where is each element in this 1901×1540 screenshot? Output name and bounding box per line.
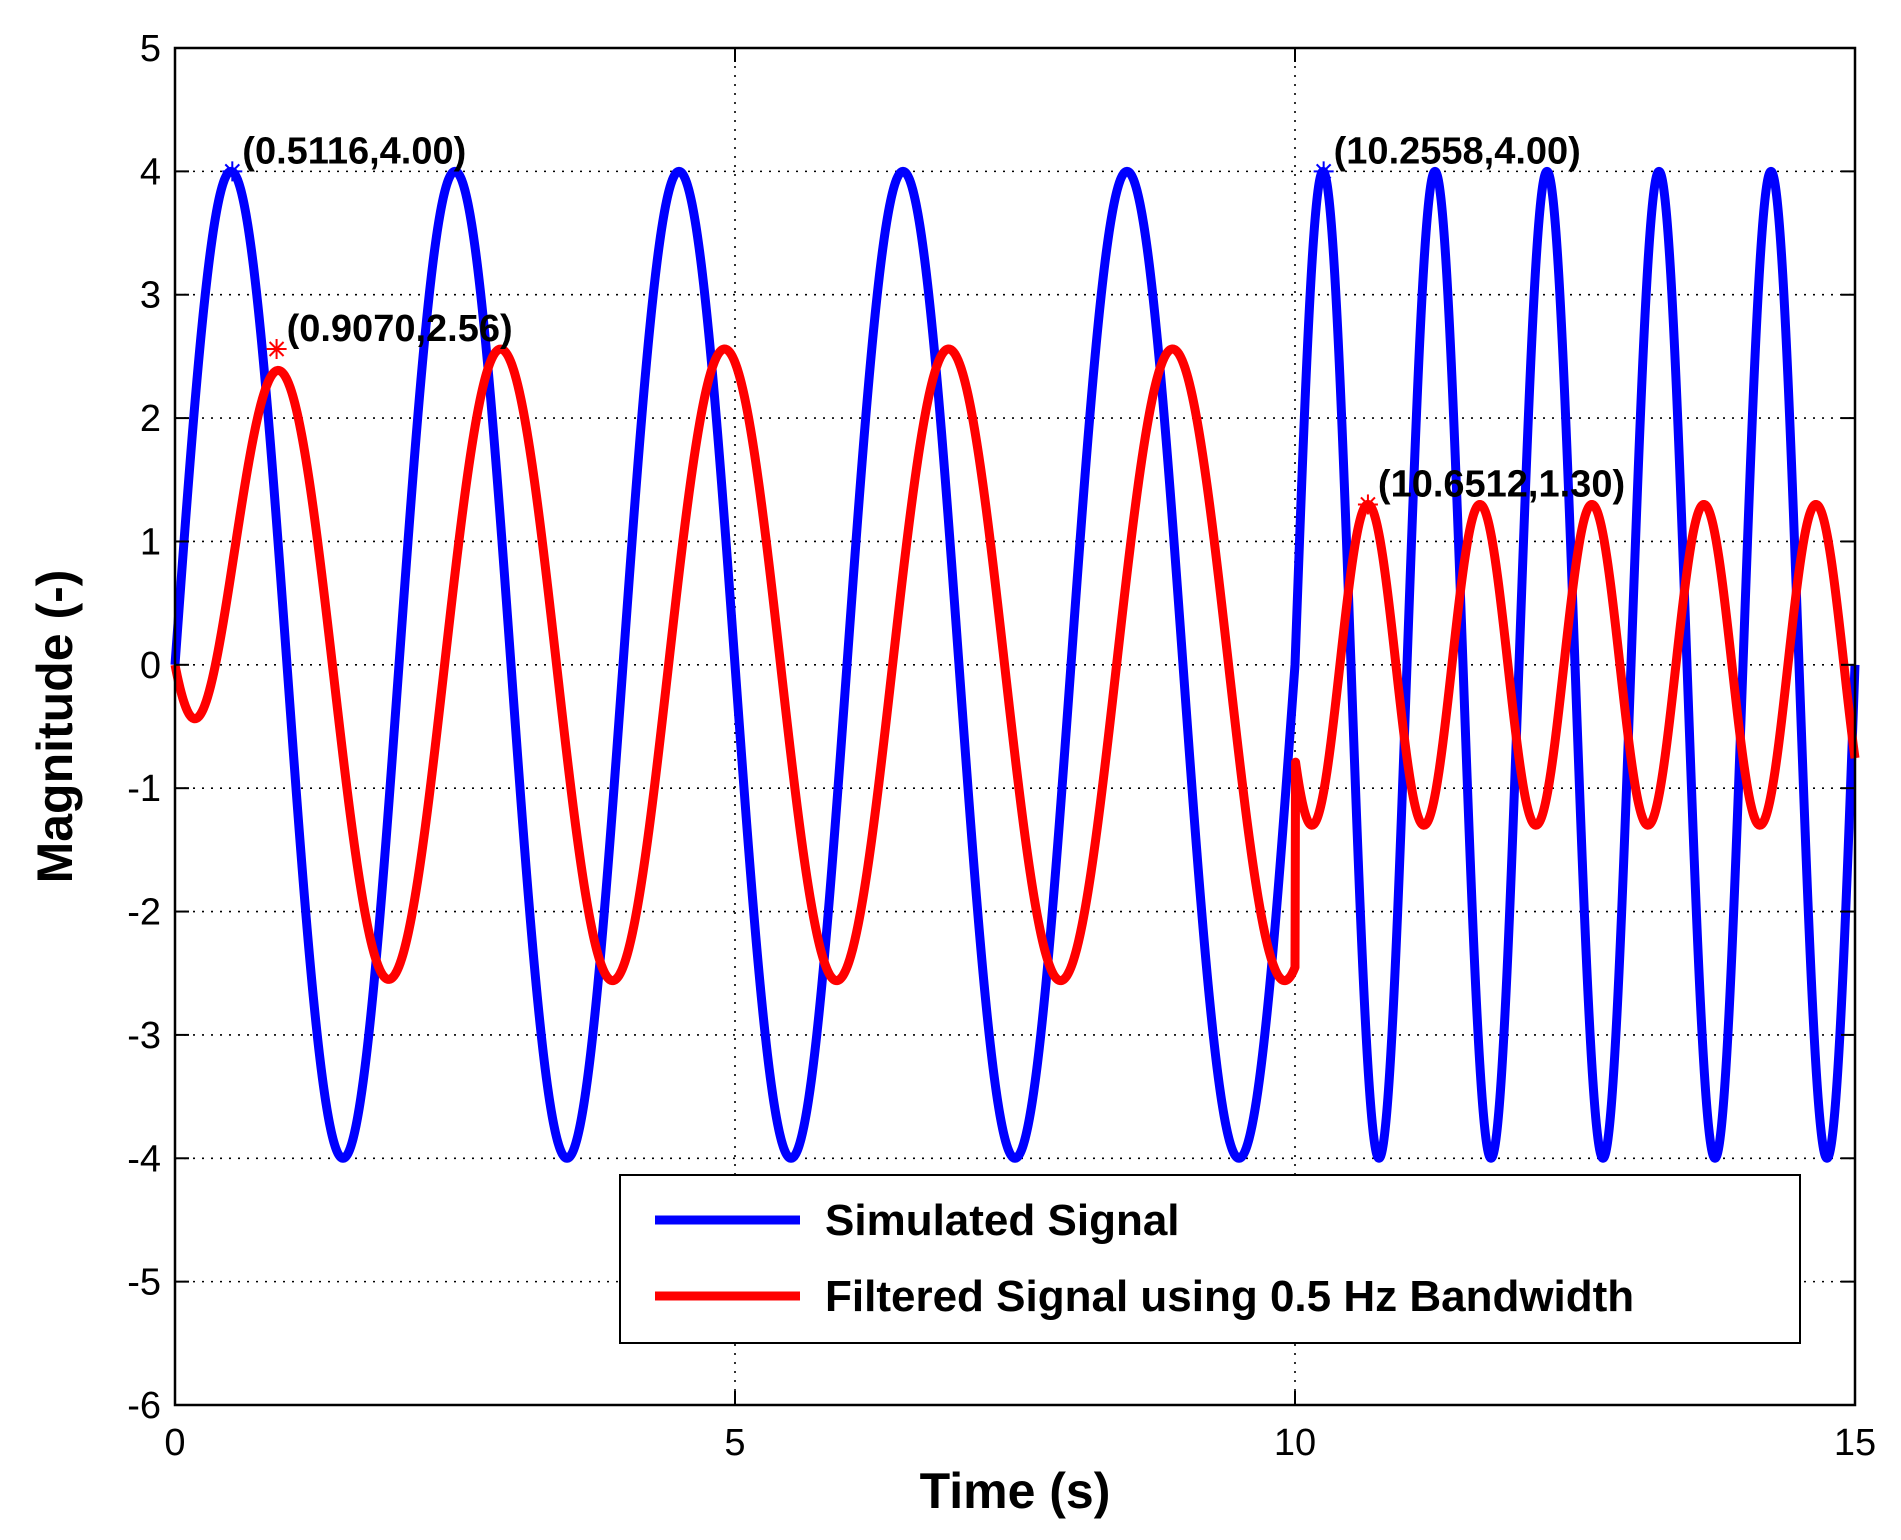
legend: Simulated Signal Filtered Signal using 0.… bbox=[619, 1174, 1801, 1344]
legend-label: Filtered Signal using 0.5 Hz Bandwidth bbox=[825, 1272, 1634, 1321]
legend-label: Simulated Signal bbox=[825, 1196, 1180, 1245]
marker-stroke bbox=[1315, 163, 1332, 180]
axis-ticks: -6 -5 -4 -3 -2 -1 0 1 2 3 4 5 0 5 10 15 bbox=[127, 28, 1876, 1464]
annotations: (0.5116,4.00) (0.9070,2.56) (10.2558,4.00)… bbox=[242, 130, 1625, 505]
y-tick-label: -1 bbox=[127, 768, 161, 810]
data-tip-marker bbox=[1357, 494, 1378, 515]
annotation-label: (0.5116,4.00) bbox=[242, 130, 466, 172]
y-axis-label: Magnitude (-) bbox=[27, 570, 83, 884]
annotation-label: (10.2558,4.00) bbox=[1334, 130, 1581, 172]
x-axis-label: Time (s) bbox=[920, 1463, 1111, 1519]
legend-box bbox=[619, 1174, 1801, 1344]
marker-stroke bbox=[268, 341, 285, 357]
y-tick-label: -3 bbox=[127, 1015, 161, 1057]
y-tick-label: -6 bbox=[127, 1385, 161, 1427]
y-tick-label: -4 bbox=[127, 1138, 161, 1180]
y-tick-label: 3 bbox=[140, 275, 161, 317]
annotation-label: (0.9070,2.56) bbox=[287, 308, 513, 350]
y-tick-label: -5 bbox=[127, 1262, 161, 1304]
data-tip-marker bbox=[1313, 161, 1334, 182]
x-tick-label: 0 bbox=[164, 1422, 185, 1464]
plot-frame bbox=[173, 46, 1857, 1407]
annotation-markers bbox=[222, 161, 1378, 515]
marker-stroke bbox=[224, 163, 241, 180]
data-tip-marker bbox=[222, 161, 243, 182]
x-tick-label: 10 bbox=[1274, 1422, 1316, 1464]
annotation-label: (10.6512,1.30) bbox=[1378, 463, 1625, 505]
simulated-signal-line bbox=[170, 166, 1860, 1163]
y-tick-label: 5 bbox=[140, 28, 161, 70]
y-tick-label: 2 bbox=[140, 398, 161, 440]
data-tip-marker bbox=[266, 339, 287, 360]
series-layer bbox=[170, 166, 1860, 1163]
y-tick-label: 1 bbox=[140, 521, 161, 563]
x-tick-label: 15 bbox=[1834, 1422, 1876, 1464]
filtered-signal-line bbox=[170, 344, 1860, 986]
marker-stroke bbox=[1360, 496, 1376, 513]
y-tick-label: 4 bbox=[140, 151, 161, 193]
y-tick-label: 0 bbox=[140, 645, 161, 687]
x-tick-label: 5 bbox=[724, 1422, 745, 1464]
y-tick-label: -2 bbox=[127, 892, 161, 934]
